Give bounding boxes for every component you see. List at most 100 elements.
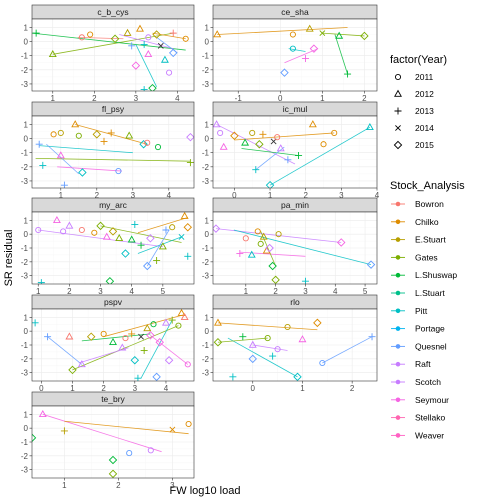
data-point <box>56 151 65 159</box>
data-point <box>157 42 164 49</box>
data-point <box>128 330 136 338</box>
data-point <box>145 34 152 41</box>
panel-data-layer <box>35 120 194 188</box>
fit-line <box>103 314 185 338</box>
data-point <box>169 224 176 231</box>
x-tick-label: 1 <box>300 384 305 393</box>
x-tick-label: -1 <box>235 94 243 103</box>
data-point <box>308 120 317 128</box>
x-tick-label: 2 <box>273 287 278 296</box>
data-point <box>100 330 107 337</box>
fit-line <box>322 336 373 364</box>
data-point <box>123 28 132 36</box>
y-tick-label: 0 <box>24 230 29 239</box>
data-point <box>35 226 42 234</box>
data-point <box>140 347 148 355</box>
data-point <box>289 31 296 38</box>
data-point <box>331 129 338 136</box>
panel-border <box>31 115 195 189</box>
x-tick-label: 1 <box>62 481 67 490</box>
fit-line <box>233 229 372 266</box>
facet-panel-ic_mul: ic_mul 0 1 2 3 4 -3 -2 -1 0 1 <box>202 101 380 200</box>
panel-border <box>31 18 195 92</box>
data-point <box>131 61 141 70</box>
fit-line <box>288 48 306 52</box>
data-point <box>247 250 256 258</box>
data-point <box>344 70 352 78</box>
y-tick-label: -2 <box>202 355 210 364</box>
facet-panel-fl_psy: fl_psy 1 2 3 4 -3 -2 -1 0 1 <box>21 101 195 200</box>
fit-line <box>217 322 318 331</box>
y-tick-label: -1 <box>202 244 210 253</box>
data-point <box>366 260 376 269</box>
shape-legend-label: 2014 <box>415 123 434 133</box>
color-legend-label: Portage <box>415 324 445 334</box>
data-point <box>96 221 105 231</box>
fit-line <box>152 32 186 40</box>
data-point <box>302 55 310 63</box>
data-point <box>128 42 136 50</box>
x-axis-title: FW log10 load <box>170 485 241 497</box>
data-point <box>184 252 192 260</box>
y-tick-label: -3 <box>21 80 29 89</box>
fit-line <box>241 148 299 156</box>
facet-panel-pspv: pspv 0 1 2 3 4 -3 -2 -1 0 1 <box>21 294 195 393</box>
y-tick-label: -1 <box>21 52 29 61</box>
legend-key-dot <box>395 272 401 278</box>
data-point <box>138 333 144 340</box>
color-legend-label: L.Stuart <box>415 288 445 298</box>
data-point <box>115 168 122 175</box>
y-tick-label: 0 <box>24 38 29 47</box>
data-point <box>229 373 237 381</box>
color-legend: Stock_Analysis Bowron Chilko E.Stuart Gates L… <box>390 180 465 440</box>
y-tick-label: 0 <box>205 230 210 239</box>
y-tick-label: -1 <box>21 244 29 253</box>
data-point <box>230 131 239 141</box>
legend-key-triangle <box>394 89 402 97</box>
panel-border <box>31 308 195 382</box>
x-tick-label: 4 <box>333 287 338 296</box>
data-point <box>275 231 282 238</box>
y-tick-label: 0 <box>205 38 210 47</box>
data-point <box>276 144 285 152</box>
y-tick-label: -3 <box>21 177 29 186</box>
shape-legend: factor(Year) 2011 2012 2013 2014 2015 <box>390 54 447 150</box>
data-point <box>164 355 174 365</box>
data-point <box>44 333 52 341</box>
facet-panel-my_arc: my_arc 1 2 3 4 5 -3 -2 -1 0 1 <box>21 197 195 296</box>
x-tick-label: 1 <box>51 94 56 103</box>
data-point <box>169 29 177 37</box>
data-point <box>360 31 369 41</box>
fit-line <box>46 143 80 175</box>
data-point <box>146 234 155 243</box>
data-point <box>168 48 178 58</box>
color-legend-label: Quesnel <box>415 341 447 351</box>
color-legend-title: Stock_Analysis <box>390 180 465 192</box>
facet-strip-label: rlo <box>290 297 300 307</box>
panel-border <box>212 211 378 285</box>
data-point <box>270 138 277 145</box>
data-point <box>37 279 45 284</box>
color-legend-label: Bowron <box>415 199 444 209</box>
data-point <box>214 318 222 326</box>
data-point <box>158 242 167 250</box>
x-tick-label: 3 <box>339 191 344 200</box>
x-tick-label: 3 <box>98 287 103 296</box>
facet-strip-label: te_bry <box>101 394 125 404</box>
fit-line <box>38 229 163 248</box>
data-point <box>65 332 74 340</box>
data-point <box>48 49 57 58</box>
x-tick-label: 0 <box>232 191 237 200</box>
data-point <box>137 241 145 249</box>
data-point <box>52 215 61 224</box>
panel-border <box>212 308 378 382</box>
legend-key-dot <box>395 379 401 385</box>
data-point <box>126 450 133 457</box>
data-point <box>100 137 108 145</box>
fit-line <box>57 166 123 172</box>
x-tick-label: 4 <box>167 191 172 200</box>
data-point <box>140 86 148 91</box>
panel-border <box>31 211 195 285</box>
data-point <box>108 469 118 478</box>
